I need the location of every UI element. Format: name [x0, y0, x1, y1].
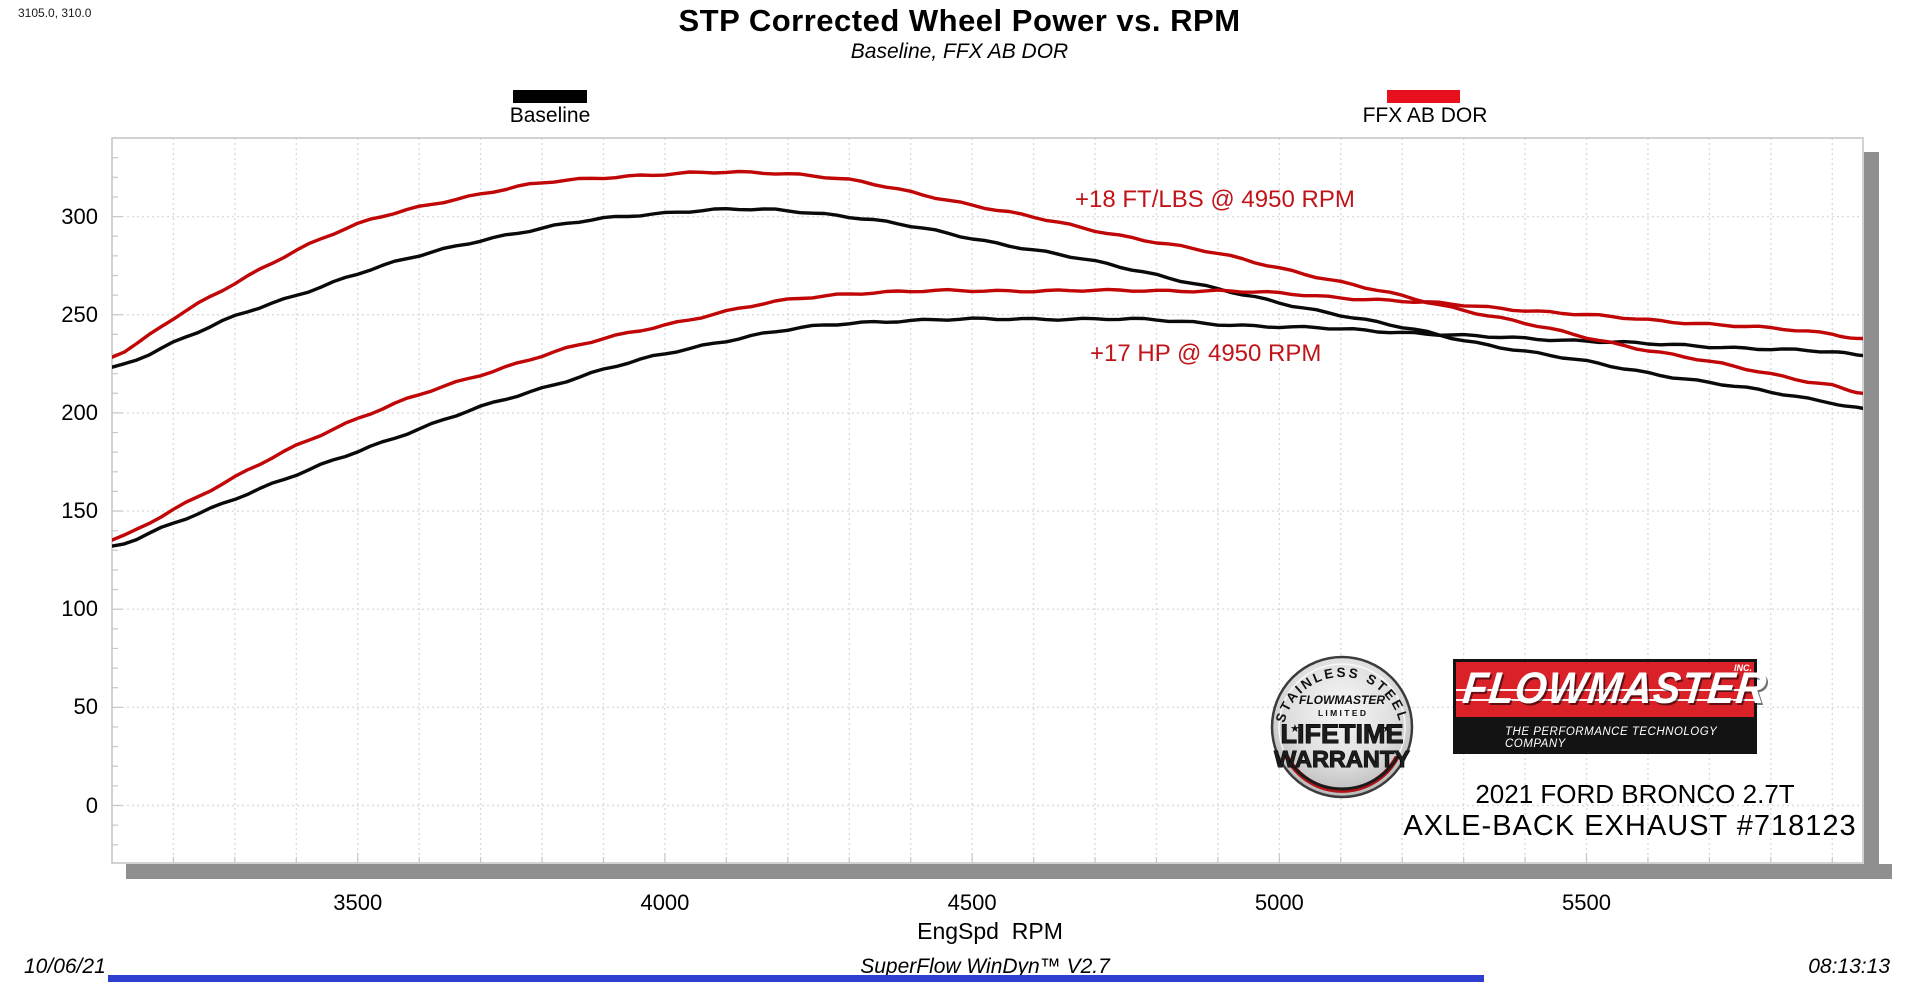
legend-label-baseline: Baseline	[509, 104, 591, 127]
logo-inc-text: INC.	[1734, 663, 1752, 673]
footer-time: 08:13:13	[1808, 955, 1890, 978]
y-tick-label: 50	[73, 694, 98, 720]
vehicle-description: 2021 FORD BRONCO 2.7T	[1475, 779, 1795, 809]
logo-pinstripe	[1456, 699, 1754, 701]
x-tick-label: 3500	[333, 890, 383, 915]
product-description: AXLE-BACK EXHAUST #718123	[1403, 810, 1857, 842]
badge-limited-text: L I M I T E D	[1318, 708, 1366, 718]
power-gain-annotation: +17 HP @ 4950 RPM	[1090, 340, 1322, 367]
badge-star-right: ★	[1382, 723, 1392, 735]
badge-star-left: ★	[1290, 723, 1300, 735]
y-tick-label: 300	[61, 203, 98, 229]
x-axis-label: EngSpd RPM	[917, 918, 1063, 944]
y-tick-label: 100	[61, 596, 98, 622]
badge-warranty-text: WARRANTY	[1274, 746, 1410, 772]
x-tick-label: 5500	[1562, 890, 1611, 915]
frame-shadow-bottom	[126, 864, 1892, 879]
footer-software: SuperFlow WinDyn™ V2.7	[860, 955, 1110, 978]
logo-wordmark: FLOWMASTER	[1460, 663, 1770, 713]
curve-ffx-ab-dor-power-hp-	[112, 287, 1863, 542]
torque-gain-annotation: +18 FT/LBS @ 4950 RPM	[1075, 186, 1355, 213]
y-tick-label: 0	[85, 792, 98, 818]
curve-baseline-power-hp-	[112, 316, 1863, 548]
chart-subtitle: Baseline, FFX AB DOR	[850, 40, 1069, 63]
frame-shadow-right	[1864, 152, 1879, 878]
plot-frame	[111, 137, 1864, 864]
x-tick-label: 4500	[947, 890, 997, 915]
cursor-position-readout: 3105.0, 310.0	[18, 6, 92, 20]
footer-date: 10/06/21	[24, 955, 106, 978]
legend-label-ffx-ab-dor: FFX AB DOR	[1362, 104, 1488, 127]
badge-outer-ring	[1270, 655, 1414, 799]
lifetime-warranty-badge: STAINLESS STEEL ★ ★ FLOWMASTER L I M I T…	[1270, 655, 1414, 799]
logo-tagline: THE PERFORMANCE TECHNOLOGY COMPANY	[1505, 726, 1718, 750]
y-tick-label: 250	[61, 301, 98, 327]
curve-ffx-ab-dor-torque-ft-lbs-	[112, 169, 1863, 395]
taskbar-edge-strip	[108, 975, 1484, 982]
legend-swatch-baseline	[513, 90, 587, 103]
chart-title: STP Corrected Wheel Power vs. RPM	[678, 3, 1241, 38]
curve-baseline-torque-ft-lbs-	[112, 207, 1863, 411]
x-tick-label: 4000	[640, 890, 690, 915]
badge-lifetime-text: LIFETIME	[1281, 719, 1404, 749]
y-tick-label: 150	[61, 498, 98, 524]
y-tick-label: 200	[61, 399, 98, 425]
logo-pinstripe	[1456, 689, 1754, 691]
badge-flowmaster-text: FLOWMASTER	[1299, 693, 1385, 707]
x-tick-label: 5000	[1254, 890, 1304, 915]
flowmaster-logo: FLOWMASTER INC. THE PERFORMANCE TECHNOLO…	[1453, 659, 1770, 754]
legend-swatch-ffx-ab-dor	[1387, 90, 1460, 103]
